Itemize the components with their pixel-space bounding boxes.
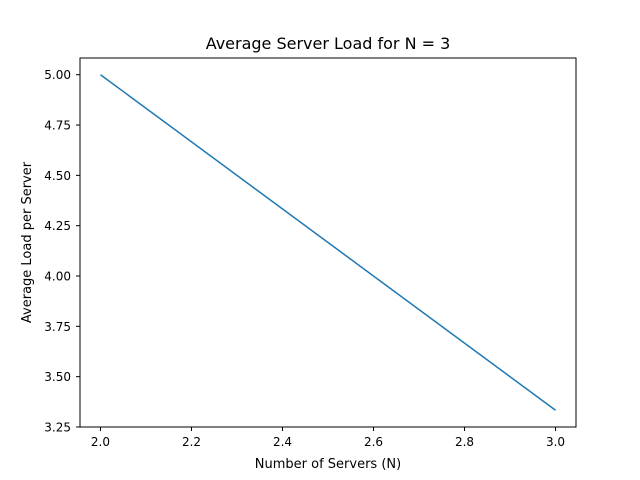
x-axis-label: Number of Servers (N) bbox=[255, 457, 401, 472]
y-tick-label: 3.25 bbox=[44, 421, 71, 435]
x-tick-label: 2.6 bbox=[364, 435, 383, 449]
y-tick-label: 4.00 bbox=[44, 270, 71, 284]
x-tick-label: 2.2 bbox=[182, 435, 201, 449]
y-tick-label: 3.50 bbox=[44, 370, 71, 384]
x-tick-label: 3.0 bbox=[546, 435, 565, 449]
y-tick-label: 3.75 bbox=[44, 320, 71, 334]
x-tick-label: 2.4 bbox=[273, 435, 292, 449]
x-tick-label: 2.8 bbox=[455, 435, 474, 449]
y-tick-label: 4.25 bbox=[44, 219, 71, 233]
x-tick-label: 2.0 bbox=[91, 435, 110, 449]
y-tick-label: 5.00 bbox=[44, 68, 71, 82]
y-axis: 3.25 3.50 3.75 4.00 4.25 4.50 4.75 5.00 bbox=[44, 68, 80, 435]
y-axis-label: Average Load per Server bbox=[20, 161, 35, 323]
y-tick-label: 4.75 bbox=[44, 119, 71, 133]
y-tick-label: 4.50 bbox=[44, 169, 71, 183]
plot-frame bbox=[79, 57, 577, 428]
chart-title: Average Server Load for N = 3 bbox=[206, 34, 451, 53]
series-line bbox=[100, 74, 556, 411]
series-layer bbox=[100, 74, 556, 411]
x-axis: 2.0 2.2 2.4 2.6 2.8 3.0 bbox=[91, 427, 565, 449]
